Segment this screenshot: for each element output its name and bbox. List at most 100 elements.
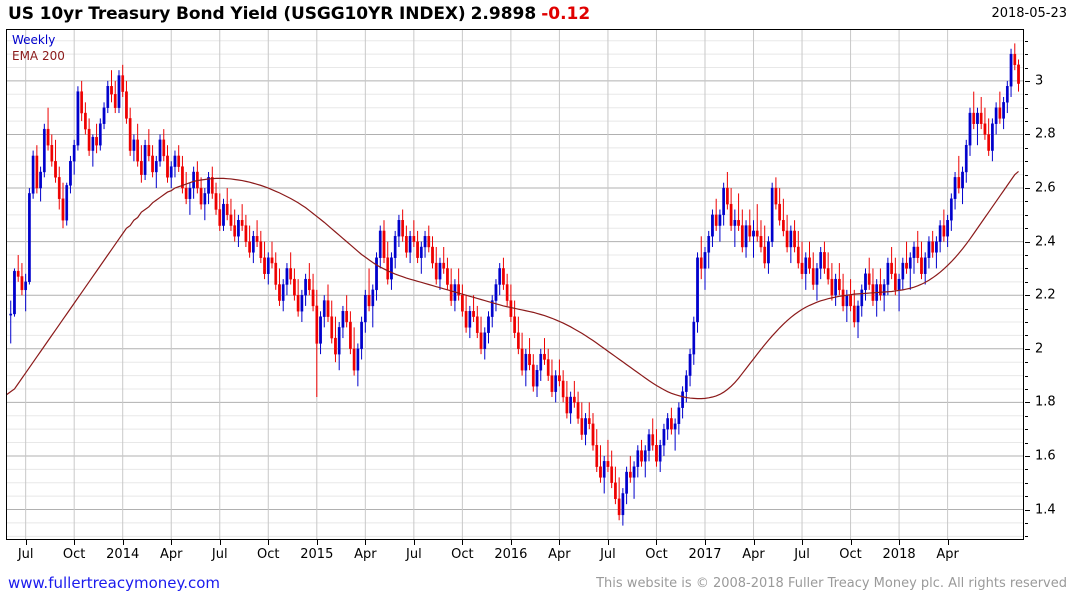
y-axis-tick-major: [1025, 241, 1030, 243]
y-axis-tick-minor: [1025, 308, 1028, 310]
y-axis-tick-minor: [1025, 201, 1028, 203]
x-axis-tick: [850, 540, 852, 545]
x-axis-label: Jul: [794, 547, 810, 562]
y-axis-tick-minor: [1025, 121, 1028, 123]
x-axis-tick: [413, 540, 415, 545]
x-axis-label: 2014: [106, 547, 140, 562]
y-axis-tick-minor: [1025, 174, 1028, 176]
x-axis-tick: [559, 540, 561, 545]
chart-date: 2018-05-23: [991, 6, 1067, 21]
y-axis-tick-minor: [1025, 362, 1028, 364]
last-price: 2.9898: [470, 4, 537, 24]
y-axis-tick-major: [1025, 348, 1030, 350]
copyright-label: This website is © 2008-2018 Fuller Treac…: [596, 576, 1067, 591]
y-axis-tick-minor: [1025, 415, 1028, 417]
y-axis-tick-minor: [1025, 429, 1028, 431]
x-axis-label: 2018: [882, 547, 916, 562]
x-axis-tick: [899, 540, 901, 545]
y-axis-label: 2.2: [1035, 287, 1056, 303]
x-axis-tick: [802, 540, 804, 545]
x-axis-label: Jul: [17, 547, 34, 562]
y-axis-label: 1.8: [1035, 394, 1056, 410]
site-url-label: www.fullertreacymoney.com: [8, 574, 221, 592]
x-axis-tick: [365, 540, 367, 545]
y-axis-tick-minor: [1025, 536, 1028, 538]
y-axis-tick-minor: [1025, 469, 1028, 471]
y-axis-label: 1.6: [1035, 448, 1056, 464]
x-axis-tick: [74, 540, 76, 545]
instrument-name: US 10yr Treasury Bond Yield (USGG10YR IN…: [8, 4, 466, 24]
price-change: -0.12: [541, 4, 591, 24]
y-axis-tick-major: [1025, 295, 1030, 297]
x-axis-tick: [510, 540, 512, 545]
page-footer: www.fullertreacymoney.com This website i…: [0, 570, 1075, 600]
y-axis-tick-minor: [1025, 67, 1028, 69]
y-axis-tick-minor: [1025, 94, 1028, 96]
x-axis-label: Jul: [211, 547, 228, 562]
x-axis-label: 2015: [300, 547, 334, 562]
y-axis-tick-major: [1025, 455, 1030, 457]
chart-title-group: US 10yr Treasury Bond Yield (USGG10YR IN…: [8, 4, 590, 24]
x-axis-label: Oct: [62, 547, 86, 562]
x-axis-label: Apr: [936, 547, 959, 562]
y-axis-tick-minor: [1025, 54, 1028, 56]
y-axis-tick-major: [1025, 80, 1030, 82]
y-axis-tick-minor: [1025, 281, 1028, 283]
x-axis-label: Jul: [406, 547, 422, 562]
x-axis-label: 2016: [494, 547, 528, 562]
x-axis-tick: [462, 540, 464, 545]
legend-ema-200: EMA 200: [12, 49, 65, 63]
x-axis-label: 2017: [688, 547, 722, 562]
candlestick-canvas: [7, 43, 1020, 526]
x-axis-label: Jul: [600, 547, 616, 562]
y-axis-tick-minor: [1025, 40, 1028, 42]
x-axis-tick: [704, 540, 706, 545]
x-axis-label: Apr: [548, 547, 571, 562]
legend-interval: Weekly: [12, 33, 56, 47]
x-axis-tick: [171, 540, 173, 545]
x-axis-tick: [268, 540, 270, 545]
x-axis: Jul Oct 2014 Apr Jul Oct 2015 Apr Jul Oct 2016 Apr J…: [6, 540, 1024, 566]
y-axis-label: 2.8: [1035, 126, 1056, 142]
x-axis-label: Oct: [451, 547, 474, 562]
y-axis-tick-major: [1025, 509, 1030, 511]
y-axis-label: 2: [1035, 341, 1044, 357]
y-axis-tick-minor: [1025, 228, 1028, 230]
x-axis-label: Oct: [257, 547, 280, 562]
y-axis-tick-minor: [1025, 214, 1028, 216]
y-axis-tick-major: [1025, 402, 1030, 404]
x-axis-tick: [656, 540, 658, 545]
x-axis-tick: [753, 540, 755, 545]
y-axis-tick-minor: [1025, 388, 1028, 390]
y-axis-label: 1.4: [1035, 502, 1056, 518]
y-axis-tick-minor: [1025, 442, 1028, 444]
x-axis-label: Oct: [839, 547, 862, 562]
x-axis-tick: [219, 540, 221, 545]
y-axis-label: 2.4: [1035, 234, 1056, 250]
y-axis-tick-minor: [1025, 496, 1028, 498]
x-axis-label: Apr: [354, 547, 377, 562]
y-axis-tick-minor: [1025, 322, 1028, 323]
x-axis-tick: [316, 540, 318, 545]
y-axis-tick-major: [1025, 188, 1030, 190]
x-axis-tick: [607, 540, 609, 545]
x-axis-tick: [25, 540, 27, 545]
y-axis-tick-minor: [1025, 268, 1028, 270]
chart-header: US 10yr Treasury Bond Yield (USGG10YR IN…: [0, 0, 1075, 28]
y-axis-tick-minor: [1025, 482, 1028, 484]
y-axis-tick-minor: [1025, 335, 1028, 337]
y-axis-tick-minor: [1025, 161, 1028, 163]
x-axis-tick: [122, 540, 124, 545]
y-axis-tick-minor: [1025, 147, 1028, 149]
x-axis-tick: [947, 540, 949, 545]
y-axis-tick-minor: [1025, 107, 1028, 109]
y-axis-tick-minor: [1025, 375, 1028, 377]
y-axis-tick-major: [1025, 134, 1030, 136]
x-axis-label: Apr: [159, 547, 183, 562]
chart-plot-area[interactable]: Weekly EMA 200: [6, 29, 1024, 540]
y-axis-label: 2.6: [1035, 180, 1056, 196]
y-axis: 1.4 1.6 1.8 2 2.2 2.4 2.6 2.8 3: [1025, 29, 1075, 540]
y-axis-tick-minor: [1025, 255, 1028, 257]
x-axis-label: Oct: [645, 547, 668, 562]
